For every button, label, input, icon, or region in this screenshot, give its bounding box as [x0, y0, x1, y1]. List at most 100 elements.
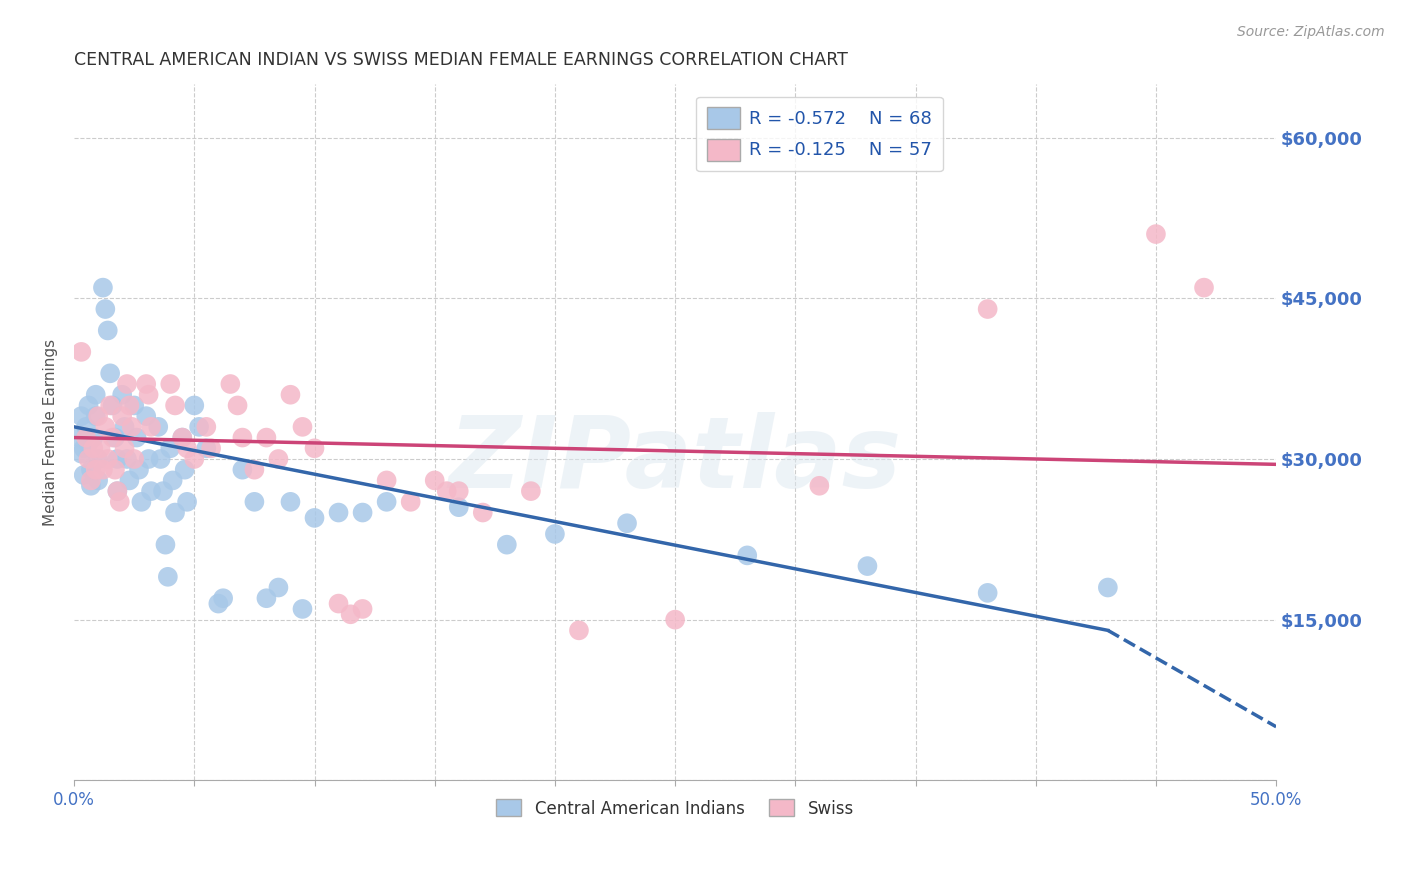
Point	[149, 452, 172, 467]
Point	[219, 377, 242, 392]
Point	[188, 420, 211, 434]
Point	[104, 463, 127, 477]
Point	[122, 452, 145, 467]
Point	[165, 399, 187, 413]
Point	[1097, 581, 1119, 595]
Point	[176, 442, 198, 456]
Point	[212, 591, 235, 606]
Point	[75, 431, 97, 445]
Point	[138, 388, 160, 402]
Point	[98, 367, 121, 381]
Point	[82, 442, 104, 456]
Point	[808, 479, 831, 493]
Point	[352, 506, 374, 520]
Point	[139, 420, 162, 434]
Point	[121, 420, 143, 434]
Point	[200, 442, 222, 456]
Point	[280, 495, 302, 509]
Point	[67, 431, 90, 445]
Point	[243, 495, 266, 509]
Point	[115, 377, 138, 392]
Point	[280, 388, 302, 402]
Point	[70, 344, 93, 359]
Point	[352, 602, 374, 616]
Text: Source: ZipAtlas.com: Source: ZipAtlas.com	[1237, 25, 1385, 39]
Point	[87, 409, 110, 424]
Point	[172, 431, 194, 445]
Point	[616, 516, 638, 531]
Point	[77, 436, 100, 450]
Point	[254, 431, 277, 445]
Point	[291, 420, 314, 434]
Point	[73, 442, 96, 456]
Point	[375, 495, 398, 509]
Point	[254, 591, 277, 606]
Point	[94, 301, 117, 316]
Point	[447, 500, 470, 515]
Point	[80, 474, 103, 488]
Point	[447, 484, 470, 499]
Point	[111, 388, 134, 402]
Point	[495, 538, 517, 552]
Point	[207, 597, 229, 611]
Point	[195, 442, 218, 456]
Point	[118, 474, 141, 488]
Point	[226, 399, 249, 413]
Point	[375, 474, 398, 488]
Point	[155, 538, 177, 552]
Point	[87, 474, 110, 488]
Point	[148, 420, 170, 434]
Point	[94, 420, 117, 434]
Point	[80, 479, 103, 493]
Point	[101, 399, 124, 413]
Point	[436, 484, 458, 499]
Point	[91, 280, 114, 294]
Point	[304, 442, 326, 456]
Point	[77, 452, 100, 467]
Point	[183, 452, 205, 467]
Point	[267, 581, 290, 595]
Point	[328, 506, 350, 520]
Point	[231, 431, 253, 445]
Point	[122, 399, 145, 413]
Point	[91, 463, 114, 477]
Text: CENTRAL AMERICAN INDIAN VS SWISS MEDIAN FEMALE EARNINGS CORRELATION CHART: CENTRAL AMERICAN INDIAN VS SWISS MEDIAN …	[75, 51, 848, 69]
Point	[664, 613, 686, 627]
Point	[111, 409, 134, 424]
Point	[471, 506, 494, 520]
Point	[105, 484, 128, 499]
Point	[114, 420, 136, 434]
Point	[1192, 280, 1215, 294]
Point	[328, 597, 350, 611]
Point	[70, 447, 93, 461]
Point	[118, 399, 141, 413]
Point	[84, 388, 107, 402]
Point	[105, 452, 128, 467]
Point	[520, 484, 543, 499]
Point	[1144, 227, 1167, 241]
Point	[77, 399, 100, 413]
Point	[84, 463, 107, 477]
Point	[87, 452, 110, 467]
Point	[172, 431, 194, 445]
Point	[291, 602, 314, 616]
Point	[131, 495, 153, 509]
Point	[108, 495, 131, 509]
Point	[544, 527, 567, 541]
Point	[231, 463, 253, 477]
Point	[976, 301, 998, 316]
Point	[105, 484, 128, 499]
Point	[138, 452, 160, 467]
Point	[115, 452, 138, 467]
Point	[162, 474, 184, 488]
Point	[73, 468, 96, 483]
Point	[173, 463, 195, 477]
Point	[183, 399, 205, 413]
Point	[176, 495, 198, 509]
Point	[568, 624, 591, 638]
Point	[159, 442, 181, 456]
Point	[152, 484, 174, 499]
Point	[80, 463, 103, 477]
Point	[139, 484, 162, 499]
Point	[90, 442, 112, 456]
